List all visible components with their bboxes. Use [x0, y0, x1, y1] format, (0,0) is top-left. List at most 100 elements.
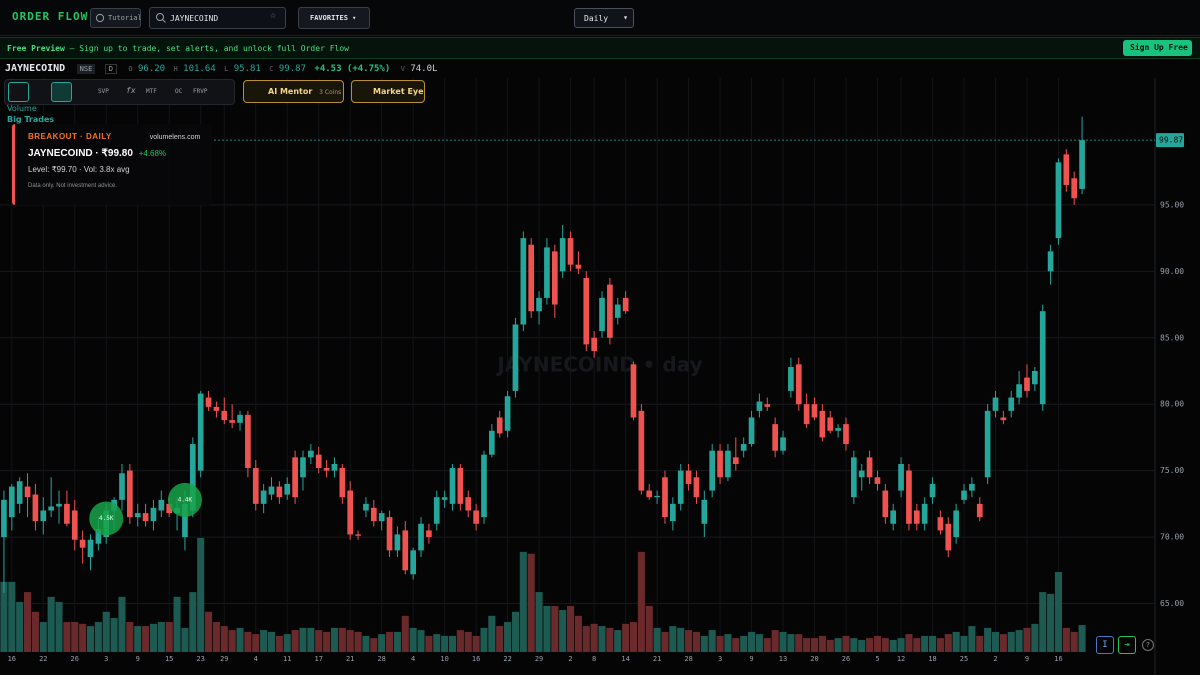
candle-body [95, 529, 102, 544]
volume-bar [936, 638, 944, 652]
volume-bar [1023, 627, 1031, 652]
l-label: L [224, 65, 229, 73]
candle-body [48, 506, 54, 511]
volume-bar [685, 630, 693, 652]
last-price-label: 99.87 [1159, 136, 1183, 145]
volume-bar [551, 605, 559, 652]
tool-fx[interactable]: fx [126, 86, 136, 95]
candle-body [512, 324, 519, 391]
v-label: V [400, 65, 405, 73]
search-box[interactable]: JAYNECOIND [149, 7, 286, 29]
volume-bar [692, 631, 700, 652]
candle-body [520, 238, 527, 325]
volume-bar [55, 601, 63, 652]
interval-label: Daily [584, 14, 609, 23]
volume-bar [740, 635, 748, 652]
interval-select[interactable]: Daily ▾ [574, 8, 634, 28]
tool-oc[interactable]: OC [175, 88, 183, 95]
x-tick-label: 5 [875, 655, 879, 663]
volume-bar [409, 627, 417, 652]
tool-flow[interactable] [51, 82, 72, 102]
candle-body [764, 404, 771, 407]
candle-body [890, 510, 897, 524]
candle-body [64, 503, 70, 524]
x-tick-label: 15 [165, 655, 173, 663]
volume-bar [716, 635, 724, 652]
x-tick-label: 9 [1025, 655, 1029, 663]
volume-bar [976, 635, 984, 652]
x-tick-label: 21 [346, 655, 354, 663]
alert-site: volumelens.com [149, 134, 201, 141]
volume: 74.0L [410, 64, 438, 74]
volume-bar [110, 618, 118, 652]
signup-button[interactable]: Sign Up Free [1123, 40, 1192, 56]
alert-tag-text: BREAKOUT · DAILY [28, 132, 112, 141]
candle-body [158, 499, 165, 511]
volume-bar [1078, 624, 1086, 652]
candle-body [536, 297, 542, 312]
market-eye-button[interactable]: Market Eye [351, 80, 425, 103]
open: 96.20 [138, 64, 166, 74]
candle-body [268, 486, 275, 495]
candle-body [79, 539, 86, 548]
tool-bars[interactable] [8, 82, 29, 102]
volume-bar [622, 623, 630, 652]
candle-body [929, 483, 936, 498]
volume-bar [47, 596, 55, 652]
y-tick-label: 95.00 [1160, 200, 1184, 209]
volume-bar [559, 609, 567, 652]
candle-body [567, 238, 574, 265]
volume-bar [834, 638, 842, 652]
volume-bar [79, 623, 87, 652]
volume-bar [330, 627, 338, 652]
candle-body [976, 503, 983, 518]
volume-bar [913, 638, 921, 652]
x-tick-label: 10 [440, 655, 448, 663]
cursor-tool[interactable]: I [1096, 636, 1114, 654]
alert-disclaimer: Data only. Not investment advice. [28, 183, 117, 189]
volume-bar [0, 581, 8, 652]
candle-body [339, 467, 346, 498]
volume-bar [803, 638, 811, 652]
volume-bar [1015, 630, 1023, 652]
candle-body [575, 264, 582, 269]
candle-body [1071, 178, 1078, 199]
tool-mtf[interactable]: MTF [146, 88, 157, 95]
volume-bar [771, 630, 779, 652]
volume-bar [165, 622, 173, 652]
ai-mentor-button[interactable]: AI Mentor 3 Coins [243, 80, 344, 103]
volume-bar [968, 626, 976, 652]
candle-body [906, 470, 912, 524]
favorites-button[interactable]: FAVORITES ▾ [298, 7, 370, 29]
candle-body [583, 277, 590, 345]
tutorial-button[interactable]: Tutorial [90, 8, 142, 28]
volume-bar [24, 592, 32, 652]
candle-body [803, 404, 810, 425]
candle-body [433, 497, 440, 524]
scroll-end[interactable]: ⇥ [1118, 636, 1136, 654]
candle-body [394, 534, 401, 551]
candle-body [638, 410, 645, 491]
candle-body [331, 463, 338, 471]
volume-bar [448, 635, 457, 652]
volume-bar [732, 638, 740, 652]
tool-frvp[interactable]: FRVP [193, 88, 208, 95]
x-tick-label: 20 [810, 655, 818, 663]
candle-body [87, 539, 94, 557]
help[interactable]: ? [1142, 639, 1154, 651]
big-trade-label: 4.5K [99, 515, 114, 522]
candle-body [559, 238, 566, 272]
volume-bar [1007, 631, 1015, 652]
h-label: H [173, 65, 178, 73]
volume-bar [1070, 631, 1078, 652]
volume-bar [1054, 571, 1062, 652]
star-icon[interactable]: ☆ [270, 10, 277, 21]
ai-mentor-label: AI Mentor [268, 87, 313, 96]
candle-body [630, 364, 637, 418]
volume-bar [519, 551, 527, 652]
tool-svp[interactable]: SVP [98, 88, 109, 95]
volume-bar [905, 634, 913, 652]
candle-body [937, 517, 944, 531]
volume-bar [984, 627, 992, 652]
